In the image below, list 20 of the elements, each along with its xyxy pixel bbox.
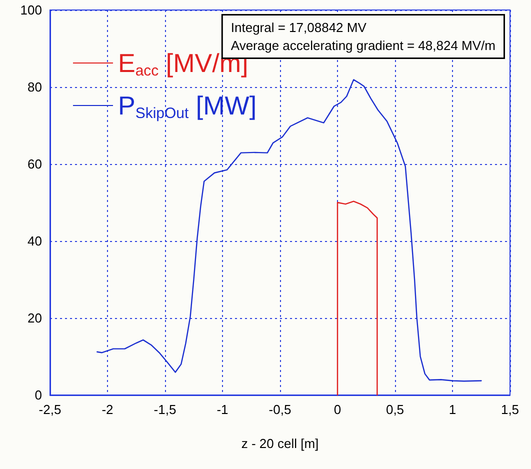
x-tick-label: 0 — [334, 402, 342, 417]
y-tick-label: 60 — [28, 156, 42, 172]
x-tick-label: -2,5 — [38, 402, 62, 417]
x-tick-label: -1,5 — [154, 402, 176, 417]
annotation: Integral = 17,08842 MV — [230, 20, 367, 35]
y-tick-label: 0 — [34, 388, 42, 402]
x-tick-label: -2 — [102, 402, 114, 417]
y-tick-label: 100 — [20, 2, 42, 18]
x-tick-label: -0,5 — [268, 402, 292, 417]
x-tick-label: 0,5 — [386, 402, 404, 417]
x-axis-title: z - 20 cell [m] — [241, 436, 319, 451]
x-tick-label: -1 — [216, 402, 228, 417]
x-tick-label: 1 — [448, 402, 456, 417]
line-series — [336, 200, 378, 396]
y-tick-label: 80 — [28, 80, 42, 94]
x-tick-label: 1,5 — [500, 402, 520, 417]
line-series — [96, 79, 482, 382]
y-tick-label: 40 — [28, 234, 42, 248]
y-tick-label: 20 — [28, 310, 42, 326]
annotation: Average accelerating gradient = 48,824 MV/m — [230, 38, 496, 53]
